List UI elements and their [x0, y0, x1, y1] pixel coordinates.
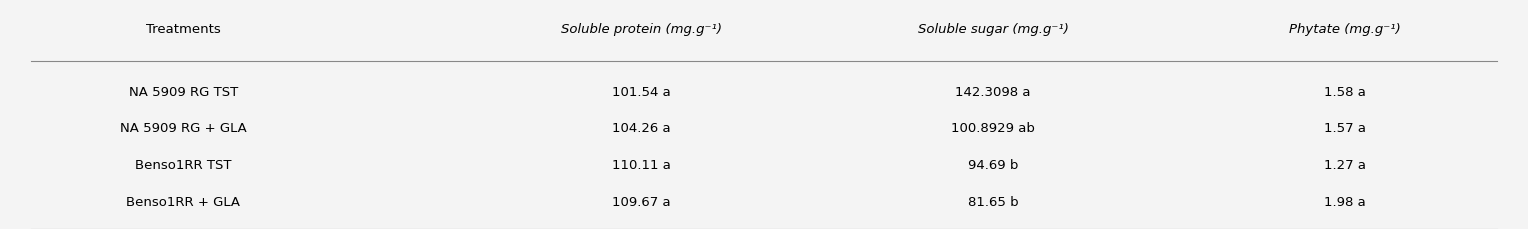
Text: Phytate (mg.g⁻¹): Phytate (mg.g⁻¹): [1288, 23, 1401, 36]
Text: 110.11 a: 110.11 a: [613, 158, 671, 171]
Text: 1.27 a: 1.27 a: [1323, 158, 1366, 171]
Text: NA 5909 RG + GLA: NA 5909 RG + GLA: [121, 122, 246, 135]
Text: Benso1RR + GLA: Benso1RR + GLA: [127, 195, 240, 208]
Text: 109.67 a: 109.67 a: [613, 195, 671, 208]
Text: Benso1RR TST: Benso1RR TST: [134, 158, 232, 171]
Text: 104.26 a: 104.26 a: [613, 122, 671, 135]
Text: Soluble protein (mg.g⁻¹): Soluble protein (mg.g⁻¹): [561, 23, 723, 36]
Text: Soluble sugar (mg.g⁻¹): Soluble sugar (mg.g⁻¹): [918, 23, 1068, 36]
Text: 100.8929 ab: 100.8929 ab: [952, 122, 1034, 135]
Text: 142.3098 a: 142.3098 a: [955, 85, 1031, 98]
Text: 94.69 b: 94.69 b: [969, 158, 1018, 171]
Text: 1.57 a: 1.57 a: [1323, 122, 1366, 135]
Text: 101.54 a: 101.54 a: [613, 85, 671, 98]
Text: 81.65 b: 81.65 b: [967, 195, 1019, 208]
Text: Treatments: Treatments: [147, 23, 220, 36]
Text: 1.98 a: 1.98 a: [1323, 195, 1366, 208]
Text: NA 5909 RG TST: NA 5909 RG TST: [128, 85, 238, 98]
Text: 1.58 a: 1.58 a: [1323, 85, 1366, 98]
